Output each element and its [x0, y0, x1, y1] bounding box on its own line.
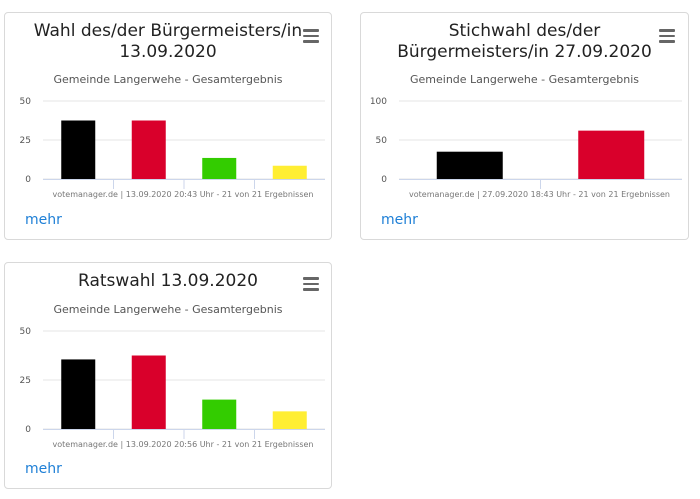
- bar: [131, 355, 166, 429]
- y-tick-label: 25: [20, 136, 31, 146]
- y-tick-label: 0: [25, 175, 31, 185]
- more-link[interactable]: mehr: [381, 212, 418, 228]
- bar-chart: 0 50 100 votemanager.de | 27.09.2020 18:43 …: [370, 97, 682, 199]
- chart-title: Wahl des/der Bürgermeisters/in 13.09.202…: [5, 21, 331, 63]
- bar: [272, 165, 307, 179]
- y-tick-label: 0: [381, 175, 387, 185]
- bar: [436, 151, 503, 179]
- chart-subtitle: Gemeinde Langerwehe - Gesamtergebnis: [53, 303, 283, 316]
- chart-card-stichwahl: Stichwahl des/der Bürgermeisters/in 27.0…: [360, 12, 689, 240]
- bar-chart: 0 25 50 votemanager.de | 13.09.2020 20:56 U…: [20, 327, 325, 449]
- chart-title-line: Wahl des/der Bürgermeisters/in: [33, 21, 303, 41]
- y-tick-label: 50: [20, 327, 32, 337]
- chart-card-ratswahl: Ratswahl 13.09.2020 Gemeinde Langerwehe …: [4, 262, 332, 489]
- chart-credit: votemanager.de | 13.09.2020 20:43 Uhr - …: [53, 190, 314, 199]
- bar: [202, 157, 237, 179]
- more-link[interactable]: mehr: [25, 212, 62, 228]
- bar: [61, 120, 96, 179]
- bar: [202, 399, 237, 429]
- chart-subtitle: Gemeinde Langerwehe - Gesamtergebnis: [409, 73, 639, 86]
- more-link[interactable]: mehr: [25, 461, 62, 477]
- y-tick-label: 50: [376, 136, 388, 146]
- bar: [272, 411, 307, 429]
- bar: [578, 130, 645, 179]
- chart-credit: votemanager.de | 27.09.2020 18:43 Uhr - …: [409, 190, 670, 199]
- y-tick-label: 100: [370, 97, 387, 107]
- hamburger-menu-icon[interactable]: [303, 277, 319, 291]
- hamburger-menu-icon[interactable]: [659, 29, 675, 43]
- chart-title-line: 13.09.2020: [119, 42, 217, 62]
- y-tick-label: 0: [25, 425, 31, 435]
- chart-title-line: Ratswahl 13.09.2020: [78, 271, 258, 291]
- chart-title: Stichwahl des/der Bürgermeisters/in 27.0…: [361, 21, 688, 63]
- chart-title: Ratswahl 13.09.2020: [5, 271, 331, 292]
- hamburger-menu-icon[interactable]: [303, 29, 319, 43]
- chart-title-line: Bürgermeisters/in 27.09.2020: [397, 42, 652, 62]
- chart-subtitle: Gemeinde Langerwehe - Gesamtergebnis: [53, 73, 283, 86]
- bar: [131, 120, 166, 179]
- bar: [61, 359, 96, 429]
- bar-chart: 0 25 50 votemanager.de | 13.09.2020 20:43 U…: [20, 97, 325, 199]
- y-tick-label: 25: [20, 376, 31, 386]
- chart-title-line: Stichwahl des/der: [448, 21, 601, 41]
- y-tick-label: 50: [20, 97, 32, 107]
- chart-credit: votemanager.de | 13.09.2020 20:56 Uhr - …: [53, 440, 314, 449]
- chart-card-buergermeisterwahl: Wahl des/der Bürgermeisters/in 13.09.202…: [4, 12, 332, 240]
